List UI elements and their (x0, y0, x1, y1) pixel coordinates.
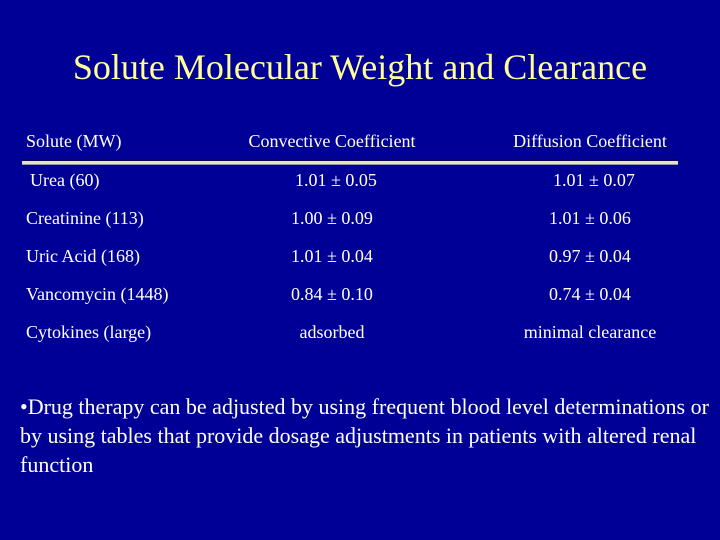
row-solute: Cytokines (large) (26, 322, 152, 342)
bullet-text: Drug therapy can be adjusted by using fr… (20, 394, 709, 477)
table-row: Urea (60) 1.01 ± 0.05 1.01 ± 0.07 (0, 167, 720, 205)
row-convective: 1.00 ± 0.09 (291, 208, 373, 228)
bullet-paragraph: •Drug therapy can be adjusted by using f… (20, 392, 712, 479)
row-solute: Uric Acid (168) (26, 246, 140, 266)
row-diffusion: minimal clearance (523, 322, 657, 342)
row-diffusion: 1.01 ± 0.07 (553, 170, 635, 190)
table-body: Urea (60) 1.01 ± 0.05 1.01 ± 0.07 Creati… (0, 167, 720, 357)
row-solute: Creatinine (113) (26, 208, 144, 228)
header-convective-coefficient: Convective Coefficient (248, 131, 416, 151)
row-diffusion: 1.01 ± 0.06 (549, 208, 631, 228)
row-convective: 0.84 ± 0.10 (291, 284, 373, 304)
table-row: Cytokines (large) adsorbed minimal clear… (0, 319, 720, 357)
header-divider-rule (22, 159, 678, 165)
table-row: Vancomycin (1448) 0.84 ± 0.10 0.74 ± 0.0… (0, 281, 720, 319)
table-header-row: Solute (MW) Convective Coefficient Diffu… (0, 128, 720, 160)
table-row: Uric Acid (168) 1.01 ± 0.04 0.97 ± 0.04 (0, 243, 720, 281)
bullet-marker: • (20, 394, 28, 419)
row-convective: 1.01 ± 0.04 (291, 246, 373, 266)
page-title: Solute Molecular Weight and Clearance (72, 47, 648, 87)
row-convective: adsorbed (299, 322, 365, 342)
row-convective: 1.01 ± 0.05 (295, 170, 377, 190)
row-diffusion: 0.74 ± 0.04 (549, 284, 631, 304)
row-solute: Urea (60) (30, 170, 100, 190)
table-row: Creatinine (113) 1.00 ± 0.09 1.01 ± 0.06 (0, 205, 720, 243)
row-solute: Vancomycin (1448) (26, 284, 169, 304)
header-diffusion-coefficient: Diffusion Coefficient (513, 131, 667, 151)
header-solute: Solute (MW) (26, 131, 122, 151)
row-diffusion: 0.97 ± 0.04 (549, 246, 631, 266)
